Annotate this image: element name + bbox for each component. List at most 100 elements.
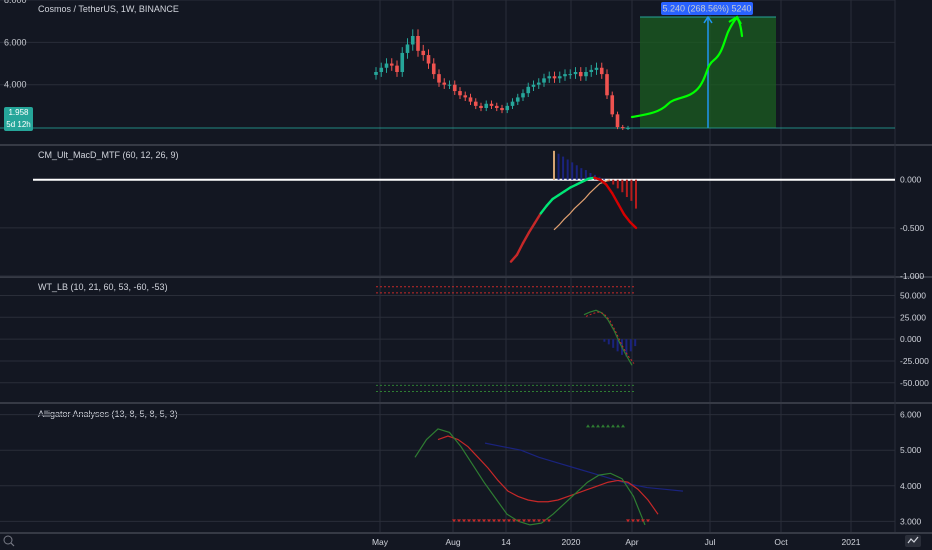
candle-body [389,63,394,66]
candle-body [573,72,578,75]
candle-body [379,67,384,72]
alligator-down-marker-icon [512,519,516,523]
macd-line-segment [545,197,554,207]
candle-body [594,67,599,70]
alligator-tick-label: 3.000 [900,516,922,526]
candle-body [405,44,410,53]
candle-body [542,78,546,83]
measure-arrow-icon [703,15,713,24]
candle-body [484,103,489,108]
zoom-icon-handle [10,542,15,547]
alligator-up-marker-icon [621,424,625,428]
alligator-down-marker-icon [477,519,481,523]
alligator-down-marker-icon [502,519,506,523]
candle-body [384,63,389,68]
macd-line-segment [521,231,531,245]
alligator-tick-label: 5.000 [900,445,922,455]
alligator-title: Alligator Analyses (13, 8, 5, 8, 5, 3) [38,409,178,419]
zoom-icon[interactable] [3,535,15,547]
wt-tick-label: 50.000 [900,290,926,300]
alligator-up-marker-icon [606,424,610,428]
price-badge: 1.958 5d 12h [4,107,33,131]
candle-body [584,72,588,77]
alligator-down-marker-icon [631,519,635,523]
alligator-down-marker-icon [467,519,471,523]
candle-body [521,93,525,98]
measure-label: 5.240 (268.56%) 5240 [662,4,751,14]
tradingview-logo-icon [905,535,921,547]
candle-body [437,74,441,83]
candle-body [410,36,415,45]
candle-body [479,105,483,108]
alligator-down-marker-icon [482,519,486,523]
candle-body [526,86,531,94]
chart-title: Cosmos / TetherUS, 1W, BINANCE [38,4,179,14]
macd-line-segment [515,242,525,257]
candle-body [568,74,573,76]
candle-body [463,95,468,98]
alligator-up-marker-icon [616,424,620,428]
alligator-down-marker-icon [522,519,526,523]
zoom-icon-circle [3,535,13,545]
measure-label-box [661,2,753,15]
wt2-line [585,311,635,364]
candle-body [552,76,557,79]
alligator-up-marker-icon [596,424,600,428]
alligator-down-marker-icon [462,519,466,523]
alligator-up-marker-icon [611,424,615,428]
candle-body [473,101,478,106]
alligator-down-marker-icon [636,519,640,523]
candle-body [431,63,436,75]
wt-tick-label: 0.000 [900,334,922,344]
candle-body [421,50,426,56]
wt-tick-label: 25.000 [900,312,926,322]
alligator-down-marker-icon [537,519,541,523]
time-axis-label: Oct [774,537,788,547]
alligator-down-marker-icon [527,519,531,523]
price-badge-countdown: 5d 12h [6,120,31,129]
candle-body [563,74,567,77]
time-axis-label: 14 [501,537,511,547]
candle-body [620,127,625,129]
alligator-tick-label: 4.000 [900,481,922,491]
price-tick-label: 6.000 [4,37,27,47]
candle-body [531,84,536,87]
candle-body [536,82,541,85]
alligator-jaw-line [484,442,684,492]
candle-body [547,76,552,79]
alligator-down-marker-icon [646,519,650,523]
alligator-down-marker-icon [457,519,461,523]
candle-body [515,97,520,102]
price-badge-value: 1.958 [8,108,29,117]
macd-signal-line [553,179,611,231]
alligator-down-marker-icon [487,519,491,523]
candle-body [626,127,630,129]
alligator-lips-line [414,428,646,526]
alligator-down-marker-icon [626,519,630,523]
candle-body [578,72,583,77]
alligator-down-marker-icon [641,519,645,523]
candle-body [589,69,594,72]
macd-tick-label: -1.000 [900,271,924,281]
macd-line-segment [605,183,614,195]
candle-body [468,97,473,102]
candle-body [615,114,620,128]
candle-body [400,52,405,72]
candle-body [494,105,499,108]
candle-body [610,95,615,115]
candle-body [458,91,462,96]
macd-title: CM_Ult_MacD_MTF (60, 12, 26, 9) [38,150,179,160]
time-axis-label: Jul [705,537,716,547]
alligator-up-marker-icon [586,424,590,428]
candle-body [605,74,609,96]
alligator-down-marker-icon [497,519,501,523]
alligator-down-marker-icon [507,519,511,523]
candle-body [374,72,378,75]
macd-line-segment [628,220,638,230]
macd-tick-label: 0.000 [900,175,922,185]
candle-body [500,108,504,111]
macd-line-segment [610,191,620,205]
alligator-down-marker-icon [532,519,536,523]
